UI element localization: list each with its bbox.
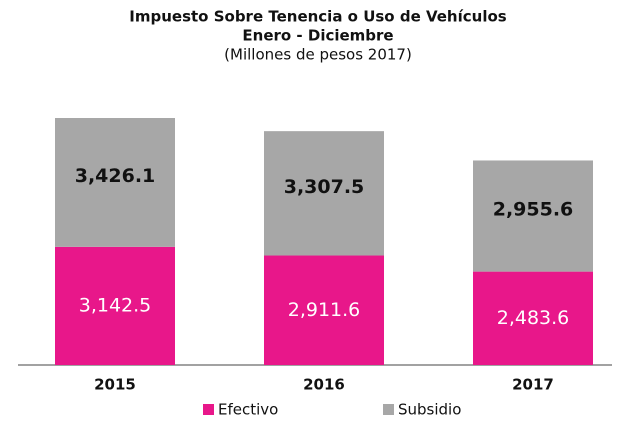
legend-swatch — [383, 404, 394, 415]
legend-swatch — [203, 404, 214, 415]
x-tick-label: 2015 — [94, 376, 136, 394]
data-label: 3,426.1 — [75, 165, 156, 187]
chart-subtitle: (Millones de pesos 2017) — [224, 46, 412, 64]
data-label: 2,911.6 — [288, 299, 361, 321]
data-label: 2,955.6 — [493, 199, 574, 221]
chart-subtitle: Enero - Diciembre — [242, 27, 393, 45]
data-label: 3,307.5 — [284, 176, 365, 198]
data-label: 2,483.6 — [497, 307, 570, 329]
bar-segment — [473, 271, 593, 365]
data-label: 3,142.5 — [79, 294, 152, 316]
bar-segment — [264, 255, 384, 365]
bar-segment — [264, 131, 384, 256]
bar-segment — [55, 118, 175, 247]
bar-segment — [473, 160, 593, 272]
x-tick-label: 2017 — [512, 376, 554, 394]
x-tick-label: 2016 — [303, 376, 345, 394]
legend-label: Subsidio — [398, 401, 461, 419]
legend-label: Efectivo — [218, 401, 278, 419]
bar-segment — [55, 246, 175, 365]
chart-title: Impuesto Sobre Tenencia o Uso de Vehícul… — [129, 8, 506, 26]
